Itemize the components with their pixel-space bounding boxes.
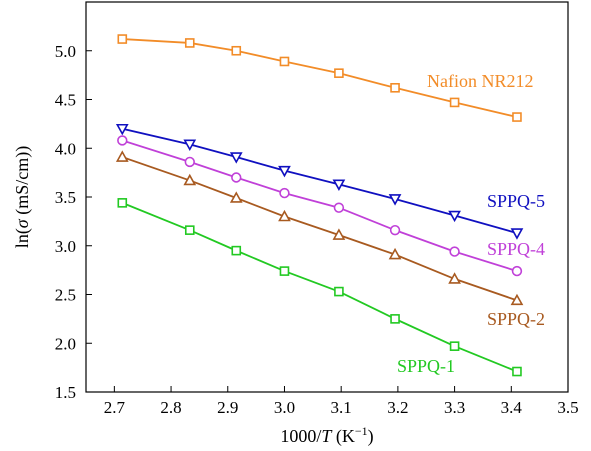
- x-axis-label-exp: −1: [355, 424, 368, 438]
- data-point-sppq-1: [449, 341, 460, 351]
- x-tick-label: 3.0: [274, 398, 295, 417]
- series-label-sppq5: SPPQ-5: [487, 191, 545, 211]
- data-point-sppq-2: [448, 272, 461, 284]
- series-line-nafion-nr212: [122, 38, 518, 118]
- data-point-sppq-2: [332, 228, 346, 240]
- data-point-nafion-nr212: [449, 97, 460, 108]
- series-label-sppq2: SPPQ-2: [487, 309, 545, 329]
- series-line-sppq-1: [121, 202, 518, 373]
- x-tick-label: 3.4: [501, 398, 523, 417]
- data-point-nafion-nr212: [117, 34, 128, 44]
- series-line-sppq-4: [122, 139, 518, 272]
- data-point-nafion-nr212: [390, 83, 400, 93]
- x-tick-label: 3.3: [444, 398, 465, 417]
- y-tick-label: 1.5: [55, 383, 76, 402]
- data-point-nafion-nr212: [231, 45, 242, 56]
- data-point-sppq-1: [231, 245, 242, 256]
- data-point-sppq-5: [388, 194, 402, 206]
- series-group: [115, 34, 524, 377]
- series-label-nafion: Nafion NR212: [427, 71, 534, 91]
- x-tick-label: 3.2: [387, 398, 408, 417]
- data-point-sppq-4: [279, 187, 290, 199]
- y-axis-label-symbol: σ: [12, 218, 32, 228]
- data-point-sppq-5: [229, 152, 243, 164]
- x-tick-label: 3.5: [557, 398, 578, 417]
- data-point-sppq-5: [332, 179, 346, 191]
- series-label-sppq4: SPPQ-4: [487, 239, 545, 259]
- data-point-sppq-1: [390, 314, 400, 324]
- data-point-sppq-5: [183, 139, 197, 151]
- y-tick-label: 3.0: [55, 237, 76, 256]
- data-point-sppq-4: [333, 202, 345, 213]
- data-point-nafion-nr212: [279, 56, 290, 67]
- data-point-sppq-4: [231, 172, 242, 183]
- series-label-sppq1: SPPQ-1: [397, 356, 455, 376]
- y-tick-label: 4.0: [55, 139, 76, 158]
- data-point-sppq-1: [117, 198, 128, 208]
- data-point-sppq-5: [278, 165, 291, 178]
- data-point-sppq-1: [184, 225, 195, 235]
- x-axis-label-var: T: [321, 426, 333, 446]
- data-point-sppq-5: [115, 123, 129, 136]
- data-point-sppq-4: [511, 265, 523, 277]
- data-point-sppq-4: [389, 224, 401, 236]
- data-point-sppq-5: [448, 210, 461, 223]
- data-point-sppq-1: [512, 366, 522, 377]
- data-point-sppq-2: [183, 173, 197, 186]
- data-point-sppq-2: [510, 293, 524, 306]
- x-axis-label: 1000/T (K−1): [280, 424, 373, 447]
- y-tick-label: 2.5: [55, 286, 76, 305]
- x-tick-label: 2.9: [217, 398, 238, 417]
- series-line-sppq-2: [121, 156, 518, 302]
- data-point-sppq-1: [279, 266, 290, 276]
- y-axis-label: ln(σ (mS/cm)): [12, 146, 33, 248]
- data-point-sppq-4: [117, 135, 128, 146]
- data-point-sppq-1: [334, 286, 344, 297]
- y-tick-label: 5.0: [55, 42, 76, 61]
- y-tick-label: 4.5: [55, 91, 76, 110]
- data-point-sppq-2: [388, 247, 402, 260]
- series-line-sppq-5: [122, 127, 518, 234]
- x-axis-label-close: ): [368, 426, 374, 447]
- data-point-nafion-nr212: [184, 38, 195, 48]
- x-axis-label-part: 1000/: [280, 426, 321, 446]
- x-tick-label: 2.7: [104, 398, 126, 417]
- data-point-nafion-nr212: [334, 68, 344, 78]
- x-axis-label-unit: (K: [331, 426, 355, 447]
- data-point-nafion-nr212: [512, 112, 522, 122]
- y-axis-label-prefix: ln(: [12, 228, 33, 248]
- x-tick-label: 2.8: [160, 398, 181, 417]
- y-tick-label: 3.5: [55, 188, 76, 207]
- data-point-sppq-5: [510, 228, 524, 240]
- data-point-sppq-2: [115, 150, 129, 162]
- data-point-sppq-4: [449, 246, 460, 257]
- y-tick-label: 2.0: [55, 334, 76, 353]
- data-point-sppq-2: [229, 191, 243, 203]
- x-tick-label: 3.1: [331, 398, 352, 417]
- axis-ticks: 2.7 2.8 2.9 3.0 3.1 3.2 3.3 3.4 3.5 1.5 2.0 2.5 3.0 3…: [55, 42, 579, 417]
- y-axis-label-unit: (mS/cm)): [12, 146, 33, 220]
- data-point-sppq-2: [278, 209, 291, 222]
- data-point-sppq-4: [184, 156, 195, 168]
